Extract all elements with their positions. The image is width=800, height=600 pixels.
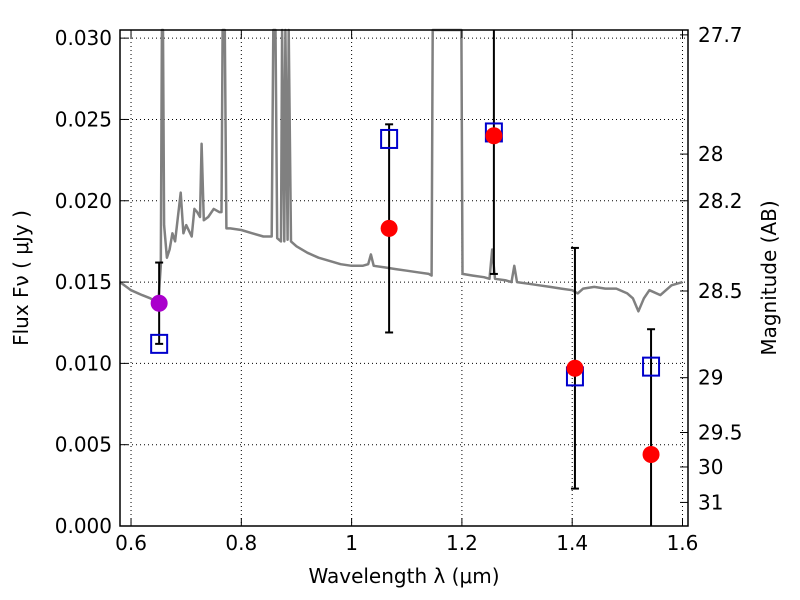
- x-tick-label: 0.8: [225, 531, 257, 555]
- right-tick-label: 28: [698, 142, 723, 166]
- right-tick-label: 28.5: [698, 279, 743, 303]
- x-tick-label: 0.6: [115, 531, 147, 555]
- right-axis-label: Magnitude (AB): [757, 200, 781, 355]
- x-tick-label: 1: [345, 531, 358, 555]
- observed-layer: [150, 127, 660, 463]
- right-tick-label: 29: [698, 366, 723, 390]
- y-tick-label: 0.015: [55, 270, 112, 294]
- right-tick-label: 30: [698, 455, 723, 479]
- y-tick-label: 0.030: [55, 26, 112, 50]
- x-tick-label: 1.2: [446, 531, 478, 555]
- model-point: [642, 356, 661, 377]
- errorbar-layer: [155, 30, 656, 526]
- plot-frame: [119, 29, 689, 527]
- y-tick-label: 0.010: [55, 351, 112, 375]
- observed-point: [380, 219, 398, 237]
- observed-point: [485, 127, 503, 145]
- ticks-layer: 0.6 0.8 1 1.2 1.4 1.6 0.000 0.005 0.010 0.015 0.02…: [55, 23, 743, 555]
- model-point: [150, 333, 169, 354]
- y-tick-label: 0.025: [55, 107, 112, 131]
- model-layer: [150, 122, 661, 387]
- x-axis-label: Wavelength λ (μm): [308, 564, 499, 588]
- right-tick-label: 27.7: [698, 23, 743, 47]
- x-tick-label: 1.4: [556, 531, 588, 555]
- model-point: [380, 128, 399, 149]
- right-tick-label: 28.2: [698, 189, 743, 213]
- spectrum-line: [119, 28, 683, 313]
- y-axis-label: Flux Fν ( μJy ): [9, 210, 33, 346]
- observed-point: [566, 359, 584, 377]
- observed-point: [150, 294, 168, 312]
- y-tick-label: 0.000: [55, 514, 112, 538]
- right-tick-label: 29.5: [698, 420, 743, 444]
- x-tick-label: 1.6: [667, 531, 699, 555]
- grid: [120, 30, 688, 527]
- y-tick-label: 0.020: [55, 189, 112, 213]
- spectrum-layer: [119, 28, 683, 313]
- y-tick-label: 0.005: [55, 433, 112, 457]
- observed-point: [642, 445, 660, 463]
- right-tick-label: 31: [698, 490, 723, 514]
